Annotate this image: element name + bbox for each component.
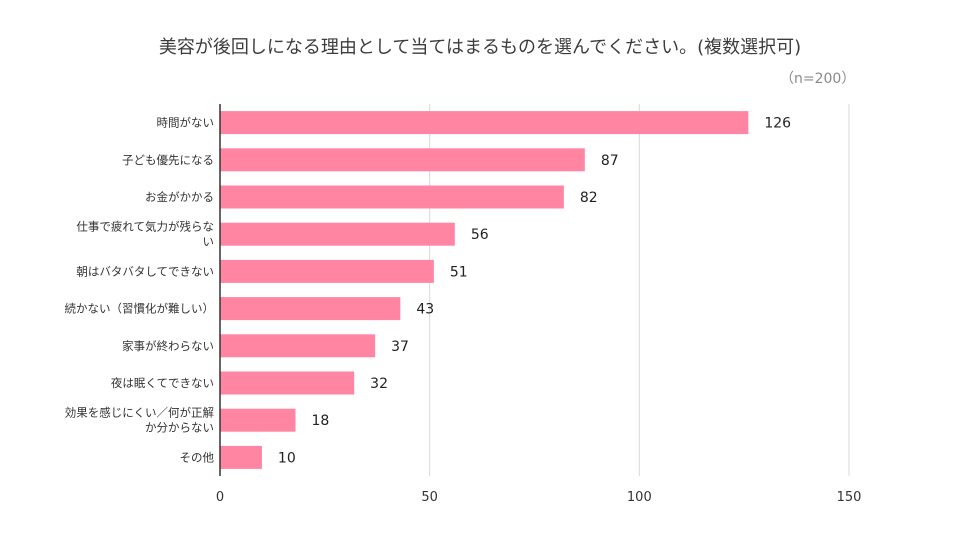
category-label: 朝はバタバタしてできない [76, 264, 214, 278]
category-label: お金がかかる [145, 190, 214, 204]
data-label: 126 [764, 116, 791, 132]
bar [220, 408, 296, 432]
category-label: 続かない（習慣化が難しい） [65, 302, 215, 316]
chart-title: 美容が後回しになる理由として当てはまるものを選んでください。(複数選択可) [158, 37, 802, 58]
bar [220, 445, 262, 469]
x-tick-label: 0 [216, 490, 224, 505]
category-label: 夜は眠くてできない [111, 376, 214, 390]
chart-subtitle: （n=200） [780, 71, 856, 87]
category-label: い [203, 235, 215, 249]
data-label: 18 [311, 413, 329, 429]
bar [220, 111, 749, 135]
data-label: 56 [471, 227, 489, 243]
x-tick-label: 50 [421, 490, 438, 505]
data-label: 82 [580, 190, 598, 206]
category-label: その他 [180, 450, 215, 464]
bar [220, 334, 376, 358]
bar [220, 148, 585, 172]
bar [220, 371, 355, 395]
data-label: 51 [450, 264, 468, 280]
x-tick-label: 100 [627, 490, 652, 505]
category-label: 時間がない [157, 116, 215, 130]
category-label: か分からない [145, 421, 214, 435]
data-label: 10 [278, 450, 296, 466]
bar [220, 222, 455, 246]
data-label: 32 [370, 376, 388, 392]
category-label: 仕事で疲れて気力が残らな [76, 220, 214, 234]
category-label: 効果を感じにくい／何が正解 [65, 406, 215, 420]
data-label: 37 [391, 339, 409, 355]
x-tick-label: 150 [837, 490, 862, 505]
category-label: 家事が終わらない [122, 339, 214, 353]
bar [220, 297, 401, 321]
bar [220, 185, 564, 209]
category-label: 子ども優先になる [122, 153, 214, 167]
data-label: 43 [416, 302, 434, 318]
bar [220, 259, 434, 283]
data-label: 87 [601, 153, 619, 169]
